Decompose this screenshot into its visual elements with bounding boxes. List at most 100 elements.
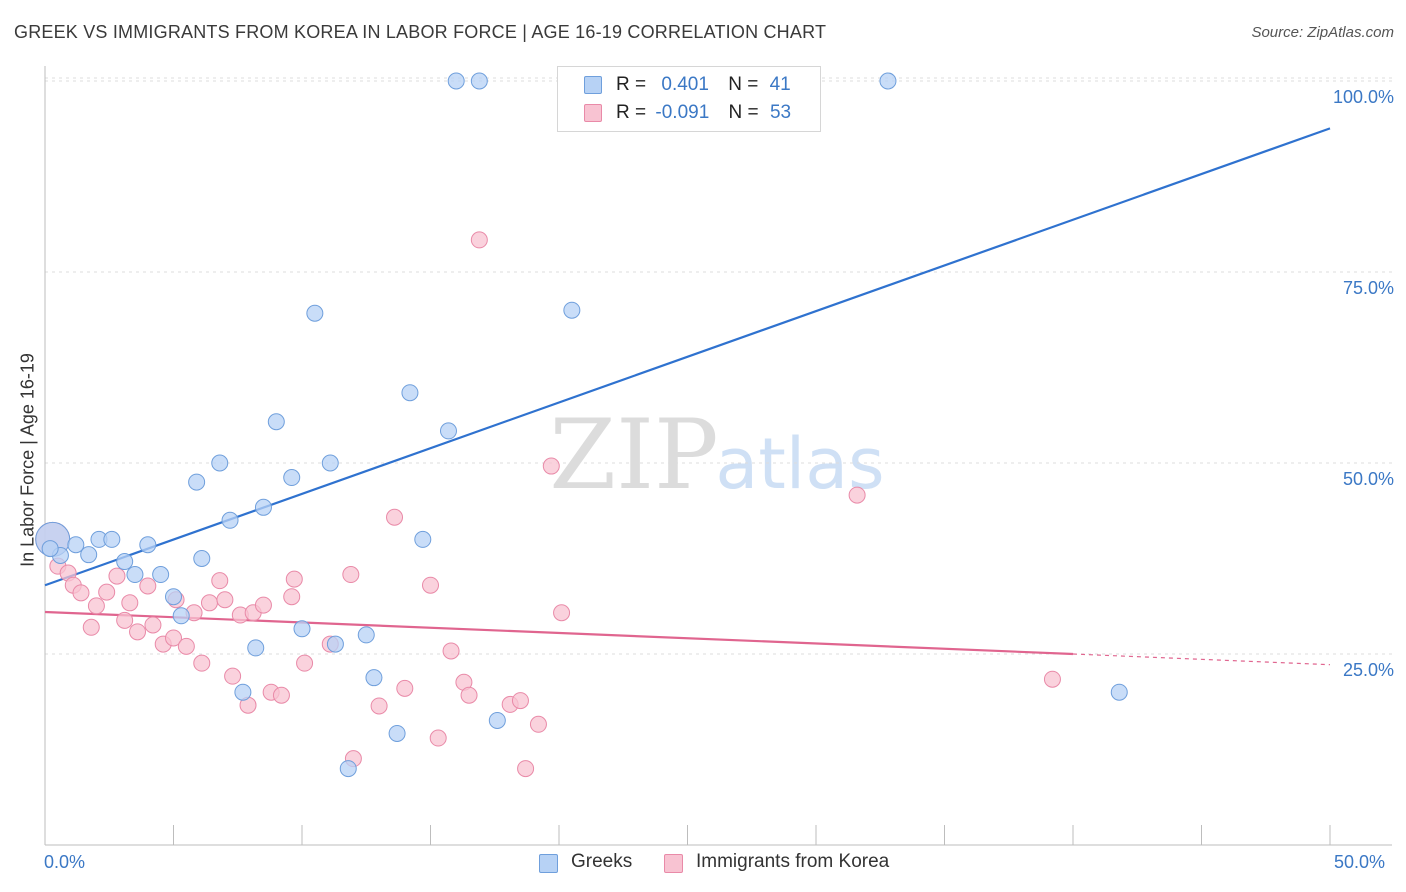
korea-points	[35, 231, 1061, 778]
korea-point	[429, 729, 447, 747]
y-tick-label-100: 100.0%	[1332, 87, 1394, 107]
korea-n-value: 53	[769, 102, 792, 123]
greeks-point	[211, 454, 229, 472]
greeks-point	[326, 635, 344, 653]
greeks-point	[470, 72, 488, 90]
korea-point	[108, 567, 126, 585]
greeks-point	[401, 384, 419, 402]
korea-point	[254, 596, 272, 614]
korea-point	[285, 570, 303, 588]
correlation-legend: R = 0.401 N = 41 R = -0.091 N = 53	[557, 66, 821, 132]
korea-point	[98, 583, 116, 601]
greeks-point	[306, 304, 324, 322]
korea-point	[272, 686, 290, 704]
korea-point	[121, 594, 139, 612]
greeks-point	[80, 546, 98, 564]
greeks-swatch	[584, 76, 602, 94]
korea-point	[216, 591, 234, 609]
x-tick-label-max: 50.0%	[1334, 852, 1386, 872]
korea-point	[342, 566, 360, 584]
greeks-point	[388, 724, 406, 742]
greeks-point	[267, 413, 285, 431]
greeks-point	[247, 639, 265, 657]
greeks-trend-line	[44, 127, 1331, 587]
korea-point	[165, 629, 182, 647]
greeks-point	[414, 530, 432, 548]
korea-point	[460, 686, 478, 704]
greeks-point	[879, 72, 897, 90]
korea-swatch	[584, 104, 602, 122]
korea-point	[116, 611, 134, 629]
korea-point	[848, 486, 866, 504]
chart-title: GREEK VS IMMIGRANTS FROM KOREA IN LABOR …	[14, 22, 827, 42]
greeks-point	[126, 566, 144, 584]
greeks-point	[365, 669, 383, 687]
korea-point	[177, 637, 195, 655]
gridlines	[45, 77, 1392, 655]
greeks-point	[172, 607, 190, 625]
greeks-point	[447, 72, 465, 90]
korea-trend-extension	[1072, 653, 1331, 666]
greeks-point	[357, 626, 375, 644]
korea-point	[283, 588, 301, 606]
greeks-legend-label: Greeks	[571, 851, 633, 872]
watermark: ZIP atlas	[549, 399, 884, 511]
greeks-point	[321, 454, 339, 472]
greeks-r-label: R =	[616, 74, 647, 95]
greeks-point	[221, 511, 239, 529]
korea-point	[296, 654, 314, 672]
korea-point	[396, 679, 414, 697]
korea-point	[386, 508, 404, 526]
korea-point	[553, 604, 571, 622]
korea-point	[224, 667, 242, 685]
greeks-points	[35, 72, 1128, 778]
korea-n-label: N =	[728, 102, 759, 123]
source-label: Source: ZipAtlas.com	[1251, 24, 1394, 41]
greeks-point	[103, 530, 121, 548]
greeks-point	[563, 301, 581, 319]
greeks-point	[293, 620, 311, 638]
greeks-n-value: 41	[769, 74, 791, 95]
korea-legend-label: Immigrants from Korea	[696, 851, 890, 872]
korea-point	[82, 618, 100, 636]
greeks-point	[339, 760, 357, 778]
korea-point	[211, 572, 229, 590]
greeks-legend-swatch	[539, 854, 558, 873]
korea-point	[144, 616, 162, 634]
greeks-point	[439, 422, 457, 440]
greeks-point	[193, 550, 211, 567]
korea-point	[511, 692, 529, 710]
y-tick-label-25: 25.0%	[1342, 660, 1394, 680]
korea-point	[1043, 670, 1061, 688]
greeks-point	[488, 711, 506, 729]
korea-legend-swatch	[664, 854, 683, 873]
korea-r-value: -0.091	[655, 102, 710, 123]
korea-point	[87, 597, 105, 615]
korea-point	[139, 577, 157, 595]
greeks-point	[152, 566, 170, 584]
greeks-point	[41, 540, 59, 558]
korea-trend-line	[44, 610, 1074, 656]
korea-point	[193, 654, 211, 672]
korea-point	[422, 576, 439, 594]
korea-point	[542, 457, 560, 475]
y-tick-label-50: 50.0%	[1342, 469, 1394, 489]
greeks-point	[188, 473, 206, 491]
greeks-point	[139, 536, 157, 554]
korea-point	[72, 584, 90, 602]
greeks-point	[116, 553, 134, 571]
korea-point	[517, 760, 535, 778]
watermark-zip: ZIP	[549, 399, 718, 511]
korea-point	[470, 231, 488, 249]
trend-lines	[44, 127, 1331, 666]
korea-point	[529, 715, 547, 733]
korea-point	[200, 594, 218, 612]
greeks-point	[67, 536, 85, 554]
y-tick-label-75: 75.0%	[1342, 278, 1394, 298]
axes	[44, 66, 1392, 846]
greeks-point	[234, 683, 252, 701]
korea-r-label: R =	[616, 102, 647, 123]
korea-point	[442, 642, 460, 660]
greeks-point	[283, 469, 301, 487]
